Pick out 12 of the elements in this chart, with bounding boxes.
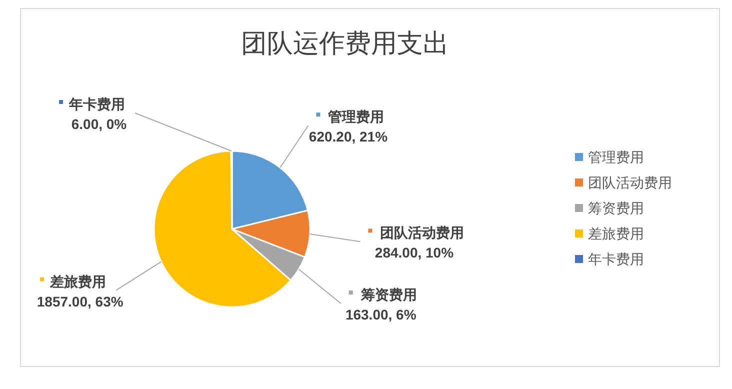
- legend-label: 团队活动费用: [380, 224, 464, 241]
- title: 团队运作费用支出: [241, 28, 449, 58]
- data-label: 6.00, 0%: [71, 116, 128, 132]
- legend-label: 管理费用: [327, 108, 384, 125]
- legend-label: 筹资费用: [360, 286, 417, 303]
- legend: 管理费用 团队活动费用 筹资费用 差旅费用 年卡费用: [575, 149, 672, 267]
- data-label: 163.00, 6%: [345, 306, 417, 323]
- legend-label: 差旅费用: [49, 273, 106, 290]
- data-label: 620.20, 21%: [308, 128, 388, 145]
- data-label: 284.00, 10%: [374, 244, 454, 261]
- data-label: 1857.00, 63%: [36, 293, 124, 310]
- legend-label: 年卡费用: [68, 96, 125, 112]
